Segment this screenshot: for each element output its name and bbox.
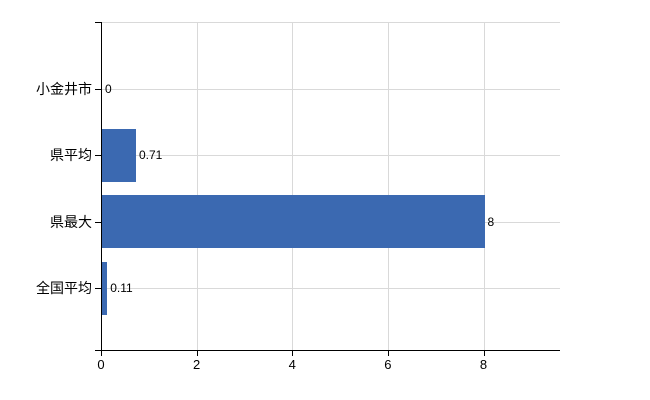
bar-value-label: 0.11 [110, 281, 133, 295]
bar-value-label: 0 [105, 81, 112, 96]
bar [102, 128, 136, 182]
x-tick [387, 351, 389, 356]
horizontal-gridline [101, 288, 560, 289]
x-tick-label: 8 [479, 357, 488, 372]
bar [102, 261, 108, 315]
vertical-gridline [292, 22, 294, 350]
y-tick [95, 155, 101, 156]
x-tick-label: 2 [193, 357, 201, 372]
y-tick [95, 288, 101, 289]
bar [102, 195, 485, 248]
x-tick [196, 351, 198, 356]
bar-value-label: 8 [487, 214, 495, 229]
plot-top-border [101, 22, 560, 23]
x-tick [101, 351, 102, 356]
x-tick-label: 0 [97, 357, 105, 372]
y-tick [95, 88, 101, 90]
x-tick-label: 4 [288, 357, 296, 372]
y-tick [95, 22, 101, 23]
x-tick-label: 6 [384, 357, 392, 372]
category-label: 県平均 [50, 147, 92, 163]
y-axis-line [101, 22, 102, 350]
x-tick [483, 351, 485, 356]
category-label: 県最大 [50, 213, 92, 230]
horizontal-gridline [101, 155, 560, 156]
horizontal-gridline [101, 88, 560, 90]
vertical-gridline [196, 22, 198, 350]
x-tick [292, 351, 294, 356]
bar-value-label: 0.71 [138, 148, 163, 162]
vertical-gridline [387, 22, 389, 350]
x-axis-line [95, 350, 560, 351]
category-label: 小金井市 [36, 80, 92, 97]
category-label: 全国平均 [36, 280, 92, 296]
vertical-gridline [483, 22, 485, 350]
y-tick [95, 221, 101, 223]
